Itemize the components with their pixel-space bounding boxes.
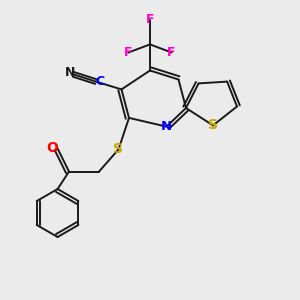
Text: N: N: [161, 120, 172, 133]
Text: S: S: [113, 142, 124, 156]
Text: C: C: [95, 75, 104, 88]
Text: O: O: [46, 142, 58, 155]
Text: F: F: [124, 46, 133, 59]
Text: F: F: [146, 13, 154, 26]
Text: F: F: [167, 46, 176, 59]
Text: N: N: [65, 66, 76, 80]
Text: S: S: [208, 118, 218, 132]
